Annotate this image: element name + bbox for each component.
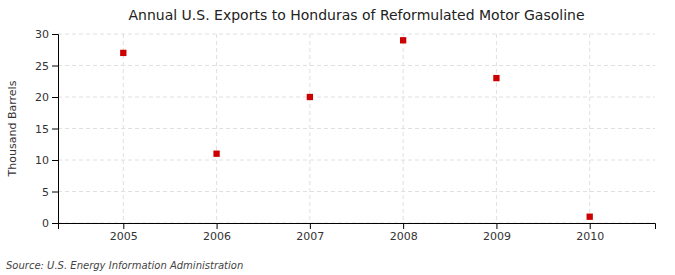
tick: 2005: [110, 223, 138, 243]
tick-mark: [52, 66, 58, 67]
point: [120, 50, 126, 56]
tick-mark: [310, 223, 311, 229]
tick-label: 2008: [390, 230, 418, 243]
grid-line: [58, 97, 655, 98]
tick: 2006: [203, 223, 231, 243]
tick-mark: [52, 192, 58, 193]
grid-line: [496, 34, 497, 223]
grid-line: [58, 34, 655, 35]
grid-line: [589, 34, 590, 223]
tick: 30: [35, 28, 58, 41]
grid-line: [403, 34, 404, 223]
tick-label: 5: [42, 186, 49, 199]
point: [493, 75, 499, 81]
point: [213, 151, 219, 157]
tick-label: 2007: [296, 230, 324, 243]
axis-line: [52, 35, 59, 224]
y-axis-title: Thousand Barrels: [6, 80, 19, 177]
grid: [58, 34, 655, 223]
chart: 2005 2006 2007 2008 2009 2010 0 5 10 15 20 25 30 Annu…: [0, 0, 675, 275]
tick: 2009: [483, 223, 511, 243]
tick-mark: [52, 129, 58, 130]
title: Annual U.S. Exports to Honduras of Refor…: [128, 7, 584, 23]
tick-label: 30: [35, 28, 49, 41]
tick-mark: [123, 223, 124, 229]
point: [307, 94, 313, 100]
tick-label: 10: [35, 154, 49, 167]
grid-line: [58, 65, 655, 66]
tick-label: 0: [42, 217, 49, 230]
tick-mark: [590, 223, 591, 229]
tick-mark: [217, 223, 218, 229]
tick-label: 2009: [483, 230, 511, 243]
tick-mark: [52, 97, 58, 98]
plot-area: 2005 2006 2007 2008 2009 2010 0 5 10 15 20 25 30: [35, 28, 656, 243]
tick: 0: [42, 217, 58, 230]
tick-mark: [496, 223, 497, 229]
grid-line: [58, 191, 655, 192]
x-axis: 2005 2006 2007 2008 2009 2010: [59, 223, 656, 243]
annotation: Source: U.S. Energy Information Administ…: [6, 260, 243, 271]
tick-mark: [52, 160, 58, 161]
tick: 10: [35, 154, 58, 167]
grid-line: [123, 34, 124, 223]
tick-label: 25: [35, 60, 49, 73]
tick-label: 20: [35, 91, 49, 104]
tick-label: 2005: [110, 230, 138, 243]
grid-line: [58, 160, 655, 161]
tick: 25: [35, 60, 58, 73]
axis-line: [59, 224, 656, 230]
points: [120, 37, 593, 220]
tick-mark: [403, 223, 404, 229]
grid-line: [216, 34, 217, 223]
tick-mark: [52, 34, 58, 35]
point: [400, 37, 406, 43]
point: [587, 214, 593, 220]
grid-line: [58, 128, 655, 129]
tick: 2007: [296, 223, 324, 243]
tick: 5: [42, 186, 58, 199]
grid-line: [309, 34, 310, 223]
tick-mark: [52, 223, 58, 224]
tick-label: 2010: [576, 230, 604, 243]
y-axis: 0 5 10 15 20 25 30: [35, 28, 59, 230]
tick: 2010: [576, 223, 604, 243]
tick: 2008: [390, 223, 418, 243]
tick: 20: [35, 91, 58, 104]
tick: 15: [35, 123, 58, 136]
tick-label: 2006: [203, 230, 231, 243]
tick-label: 15: [35, 123, 49, 136]
